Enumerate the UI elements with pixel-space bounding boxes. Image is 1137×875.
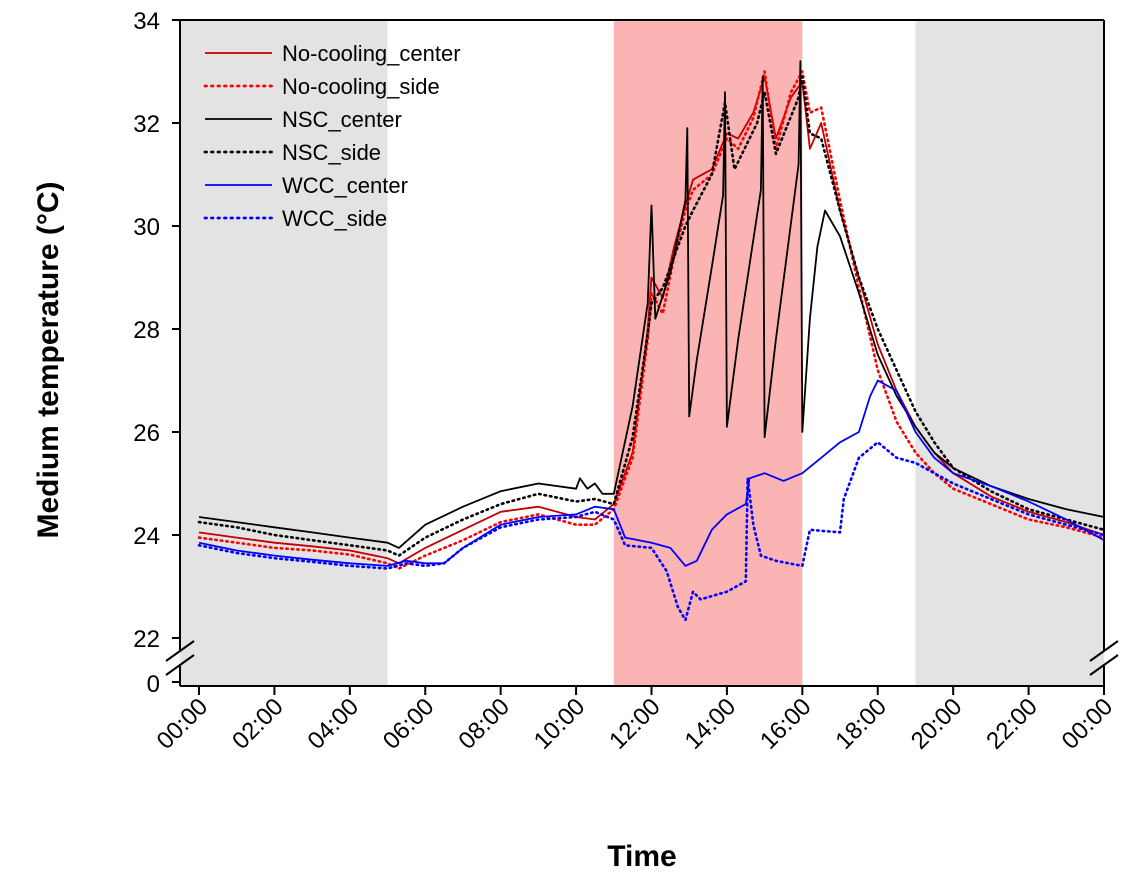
series-layer bbox=[197, 60, 1106, 622]
y-tick-label: 30 bbox=[133, 214, 160, 241]
y-tick-label: 24 bbox=[133, 523, 160, 550]
x-tick-label: 16:00 bbox=[755, 693, 817, 755]
x-tick-label: 20:00 bbox=[906, 693, 968, 755]
shaded-region-2 bbox=[915, 20, 1104, 686]
x-tick-label: 10:00 bbox=[529, 693, 591, 755]
axis-break-right-a bbox=[1089, 640, 1119, 662]
series-line-3 bbox=[197, 75, 1106, 557]
axis-break-left-b bbox=[165, 654, 195, 676]
x-axis-title: Time bbox=[607, 840, 676, 873]
legend-label-3: NSC_side bbox=[282, 140, 381, 165]
y-tick-label: 26 bbox=[133, 420, 160, 447]
legend-label-5: WCC_side bbox=[282, 206, 387, 231]
x-tick-label: 00:00 bbox=[1057, 693, 1119, 755]
shaded-region-0 bbox=[180, 20, 388, 686]
y-tick-label: 34 bbox=[133, 8, 160, 35]
x-tick-label: 18:00 bbox=[830, 693, 892, 755]
x-tick-label: 08:00 bbox=[453, 693, 515, 755]
series-line-2 bbox=[198, 60, 1105, 549]
axis-break-left-a bbox=[165, 640, 195, 662]
legend-label-4: WCC_center bbox=[282, 173, 408, 198]
x-tick-label: 04:00 bbox=[303, 693, 365, 755]
axis-break-right-b bbox=[1089, 654, 1119, 676]
y-axis-title: Medium temperature (°C) bbox=[32, 181, 65, 538]
y-tick-label: 32 bbox=[133, 111, 160, 138]
x-tick-label: 06:00 bbox=[378, 693, 440, 755]
y-tick-label: 22 bbox=[133, 626, 160, 653]
legend-label-2: NSC_center bbox=[282, 107, 402, 132]
series-line-4 bbox=[198, 379, 1105, 567]
legend-label-0: No-cooling_center bbox=[282, 41, 461, 66]
legend: No-cooling_center No-cooling_side NSC_cent… bbox=[203, 41, 461, 231]
x-tick-label: 22:00 bbox=[981, 693, 1043, 755]
x-tick-label: 02:00 bbox=[227, 693, 289, 755]
y-tick-label-zero: 0 bbox=[147, 671, 160, 698]
x-tick-label: 00:00 bbox=[152, 693, 214, 755]
series-line-5 bbox=[197, 441, 1106, 622]
x-tick-label: 12:00 bbox=[604, 693, 666, 755]
series-line-1 bbox=[197, 70, 1106, 570]
x-tick-label: 14:00 bbox=[680, 693, 742, 755]
y-tick-label: 28 bbox=[133, 317, 160, 344]
legend-label-1: No-cooling_side bbox=[282, 74, 440, 99]
